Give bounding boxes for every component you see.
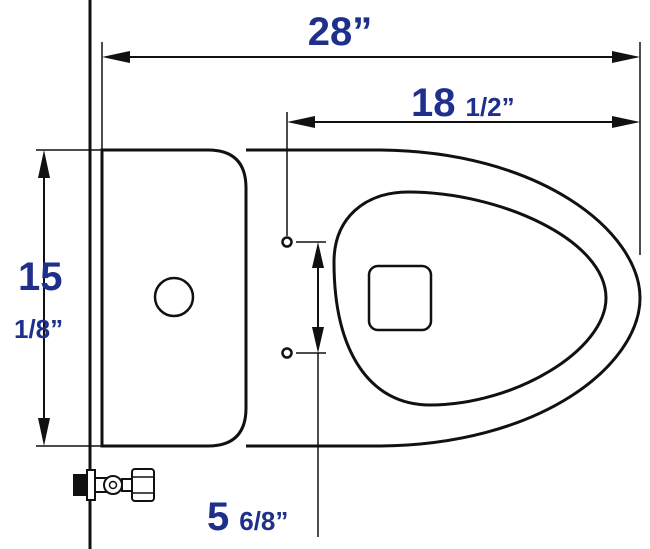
- rough-in-label: 18 1/2”: [411, 81, 515, 125]
- rough-in-dimension-line: [286, 112, 640, 236]
- overall-length-label: 28”: [308, 10, 373, 54]
- rough-in-fraction: 1/2”: [466, 92, 515, 122]
- mounting-bolt-hole-bottom: [281, 347, 293, 359]
- bowl-opening: [332, 190, 608, 407]
- bolt-spacing-label: 5 6/8”: [207, 495, 288, 539]
- bolt-spacing-whole: 5: [207, 495, 229, 539]
- rough-in-whole: 18: [411, 81, 456, 125]
- overall-length-dimension-line: [101, 42, 641, 255]
- toilet-tank: [100, 148, 248, 448]
- width-dimension-line: [36, 149, 102, 447]
- shutoff-valve-icon: [73, 468, 155, 502]
- bowl-drain: [367, 264, 433, 332]
- bolt-spacing-fraction: 6/8”: [239, 506, 288, 536]
- width-fraction-label: 1/8”: [14, 314, 63, 344]
- width-whole-label: 15: [18, 255, 63, 299]
- bolt-spacing-dimension-line: [296, 241, 326, 537]
- toilet-bowl-outline: [246, 148, 642, 448]
- flush-button: [153, 276, 195, 318]
- mounting-bolt-hole-top: [281, 236, 293, 248]
